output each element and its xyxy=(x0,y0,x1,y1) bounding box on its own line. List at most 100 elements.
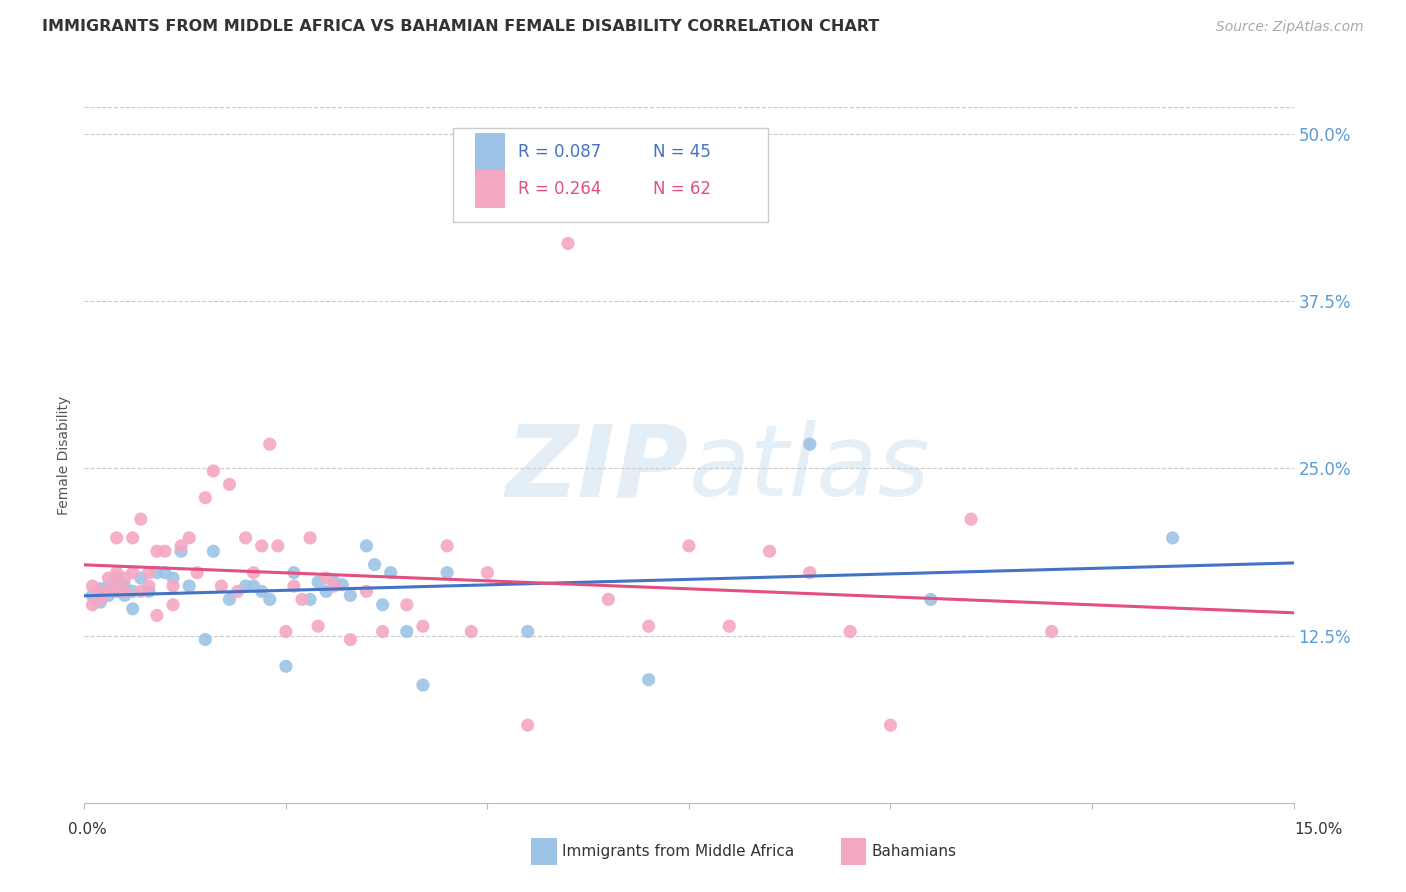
Point xyxy=(89,582,111,596)
Text: atlas: atlas xyxy=(689,420,931,517)
Text: Immigrants from Middle Africa: Immigrants from Middle Africa xyxy=(562,845,794,859)
Point xyxy=(436,566,458,580)
Point xyxy=(436,539,458,553)
Point xyxy=(97,584,120,599)
Point xyxy=(371,598,394,612)
Point xyxy=(202,464,225,478)
Point xyxy=(89,584,111,599)
Text: N = 62: N = 62 xyxy=(652,180,710,198)
Point xyxy=(267,539,290,553)
Point xyxy=(299,531,322,545)
Point xyxy=(186,566,208,580)
Point xyxy=(97,571,120,585)
Point xyxy=(129,584,152,599)
Point xyxy=(356,584,378,599)
Point xyxy=(82,598,104,612)
Point xyxy=(339,632,361,647)
Text: IMMIGRANTS FROM MIDDLE AFRICA VS BAHAMIAN FEMALE DISABILITY CORRELATION CHART: IMMIGRANTS FROM MIDDLE AFRICA VS BAHAMIA… xyxy=(42,20,879,34)
Point xyxy=(179,579,201,593)
Point xyxy=(242,579,264,593)
Point xyxy=(330,578,353,592)
Point xyxy=(121,531,143,545)
Point xyxy=(839,624,862,639)
Point xyxy=(799,437,821,451)
Text: Source: ZipAtlas.com: Source: ZipAtlas.com xyxy=(1216,21,1364,34)
Point xyxy=(283,579,305,593)
Point xyxy=(170,539,193,553)
Point xyxy=(242,566,264,580)
Bar xyxy=(475,134,505,172)
Point xyxy=(259,437,281,451)
Point xyxy=(121,584,143,599)
Point xyxy=(380,566,402,580)
Point xyxy=(412,678,434,692)
Point xyxy=(395,624,418,639)
Point xyxy=(323,579,346,593)
Point xyxy=(114,579,136,593)
Point xyxy=(516,718,538,732)
Point xyxy=(194,632,217,647)
Point xyxy=(356,539,378,553)
Point xyxy=(339,589,361,603)
Point xyxy=(121,566,143,580)
Point xyxy=(920,592,942,607)
Point xyxy=(97,579,120,593)
Point xyxy=(1040,624,1063,639)
Point xyxy=(235,531,257,545)
Text: R = 0.087: R = 0.087 xyxy=(519,144,602,161)
Bar xyxy=(475,169,505,208)
Point xyxy=(218,592,240,607)
Point xyxy=(105,579,128,593)
Point xyxy=(146,544,169,558)
Point xyxy=(235,579,257,593)
Point xyxy=(960,512,983,526)
Point xyxy=(202,544,225,558)
Point xyxy=(218,477,240,491)
Point xyxy=(82,579,104,593)
Y-axis label: Female Disability: Female Disability xyxy=(58,395,72,515)
Point xyxy=(129,571,152,585)
Point xyxy=(879,718,901,732)
Point xyxy=(194,491,217,505)
Point xyxy=(678,539,700,553)
Point xyxy=(153,566,176,580)
Point xyxy=(299,592,322,607)
Point xyxy=(395,598,418,612)
Point xyxy=(146,608,169,623)
Point xyxy=(323,575,346,590)
Text: R = 0.264: R = 0.264 xyxy=(519,180,602,198)
Point xyxy=(114,584,136,599)
Point xyxy=(250,584,273,599)
Point xyxy=(162,579,184,593)
Point xyxy=(598,592,620,607)
Point xyxy=(307,619,329,633)
Point xyxy=(516,624,538,639)
Point xyxy=(1161,531,1184,545)
Point xyxy=(129,512,152,526)
Point xyxy=(460,624,482,639)
Point xyxy=(274,624,297,639)
Point xyxy=(250,539,273,553)
FancyBboxPatch shape xyxy=(453,128,768,222)
Point xyxy=(114,571,136,585)
Point xyxy=(138,584,160,599)
Point xyxy=(799,566,821,580)
Point xyxy=(105,531,128,545)
Point xyxy=(89,592,111,607)
Point xyxy=(179,531,201,545)
Point xyxy=(105,566,128,580)
Point xyxy=(162,571,184,585)
Text: ZIP: ZIP xyxy=(506,420,689,517)
Point xyxy=(121,602,143,616)
Point xyxy=(105,571,128,585)
Point xyxy=(170,544,193,558)
Point xyxy=(146,566,169,580)
Point xyxy=(114,589,136,603)
Point xyxy=(315,584,337,599)
Point xyxy=(105,584,128,599)
Point xyxy=(557,236,579,251)
Point xyxy=(637,673,659,687)
Point xyxy=(637,619,659,633)
Point xyxy=(274,659,297,673)
Point xyxy=(138,566,160,580)
